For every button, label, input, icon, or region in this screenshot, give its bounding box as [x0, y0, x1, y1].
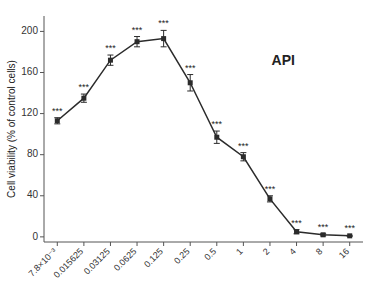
- error-cap: [214, 131, 220, 132]
- error-bar: [81, 94, 87, 102]
- y-tick: [40, 31, 44, 32]
- error-bar: [134, 37, 140, 47]
- error-bar: [107, 55, 113, 65]
- y-tick-label: 80: [27, 148, 39, 159]
- y-tick: [40, 236, 44, 237]
- error-bar: [267, 196, 273, 202]
- y-tick-label: 160: [21, 66, 38, 77]
- x-tick: [83, 242, 84, 246]
- error-cap: [267, 201, 273, 202]
- error-cap: [54, 123, 60, 124]
- error-bar: [161, 30, 167, 46]
- error-bar: [294, 230, 300, 234]
- error-cap: [134, 46, 140, 47]
- error-cap: [240, 152, 246, 153]
- x-tick-label: 16: [337, 246, 351, 260]
- error-bar: [214, 131, 220, 143]
- error-cap: [187, 90, 193, 91]
- x-tick-label: 0.125: [142, 246, 165, 269]
- x-tick: [296, 242, 297, 246]
- marker: [81, 96, 86, 101]
- x-tick-label: 0.03125: [82, 246, 112, 276]
- error-cap: [81, 94, 87, 95]
- y-tick: [40, 72, 44, 73]
- significance-label: ***: [344, 223, 355, 233]
- marker: [55, 118, 60, 123]
- chart: 040801201602007.8×10⁻³0.0156250.031250.0…: [0, 0, 373, 294]
- x-tick: [243, 242, 244, 246]
- x-tick-label: 4: [287, 246, 298, 257]
- x-tick: [57, 242, 58, 246]
- marker: [161, 36, 166, 41]
- error-cap: [161, 30, 167, 31]
- marker: [135, 39, 140, 44]
- error-cap: [187, 74, 193, 75]
- marker: [188, 80, 193, 85]
- x-tick: [137, 242, 138, 246]
- error-bar: [54, 118, 60, 124]
- significance-label: ***: [79, 82, 90, 92]
- x-tick: [216, 242, 217, 246]
- significance-label: ***: [52, 106, 63, 116]
- x-tick-label: 1: [234, 246, 245, 257]
- marker: [241, 154, 246, 159]
- significance-label: ***: [105, 43, 116, 53]
- marker: [321, 232, 326, 237]
- marker: [214, 135, 219, 140]
- marker: [347, 233, 352, 238]
- x-tick: [110, 242, 111, 246]
- x-tick: [269, 242, 270, 246]
- x-tick-label: 2: [261, 246, 272, 257]
- y-tick: [40, 113, 44, 114]
- y-tick-label: 120: [21, 107, 38, 118]
- error-cap: [267, 195, 273, 196]
- x-tick: [190, 242, 191, 246]
- error-cap: [107, 65, 113, 66]
- error-cap: [161, 46, 167, 47]
- y-tick-label: 40: [27, 189, 39, 200]
- x-tick-label: 0.015625: [52, 246, 86, 280]
- y-axis: [44, 16, 45, 242]
- error-cap: [240, 160, 246, 161]
- significance-label: ***: [132, 25, 143, 35]
- error-cap: [54, 117, 60, 118]
- error-bar: [240, 153, 246, 161]
- error-cap: [81, 102, 87, 103]
- y-axis-label: Cell viability (% of control cells): [6, 60, 17, 198]
- x-tick-label: 0.25: [172, 246, 191, 265]
- x-tick-label: 0.0625: [112, 246, 139, 273]
- significance-label: ***: [185, 63, 196, 73]
- significance-label: ***: [238, 141, 249, 151]
- significance-label: ***: [318, 222, 329, 232]
- significance-label: ***: [291, 218, 302, 228]
- y-tick-label: 0: [32, 231, 38, 242]
- error-cap: [107, 55, 113, 56]
- significance-label: ***: [158, 18, 169, 28]
- x-tick: [349, 242, 350, 246]
- x-tick: [323, 242, 324, 246]
- x-tick-label: 0.5: [202, 246, 218, 262]
- error-cap: [214, 143, 220, 144]
- significance-label: ***: [265, 184, 276, 194]
- error-bar: [187, 75, 193, 91]
- marker: [108, 58, 113, 63]
- y-tick-label: 200: [21, 25, 38, 36]
- significance-label: ***: [212, 119, 223, 129]
- x-tick: [163, 242, 164, 246]
- y-tick: [40, 195, 44, 196]
- error-cap: [134, 36, 140, 37]
- y-tick: [40, 154, 44, 155]
- line: [57, 39, 349, 236]
- plot-area: [54, 30, 352, 238]
- x-axis: [44, 242, 363, 243]
- marker: [267, 196, 272, 201]
- annotation: API: [272, 52, 295, 68]
- marker: [294, 229, 299, 234]
- x-tick-label: 8: [314, 246, 325, 257]
